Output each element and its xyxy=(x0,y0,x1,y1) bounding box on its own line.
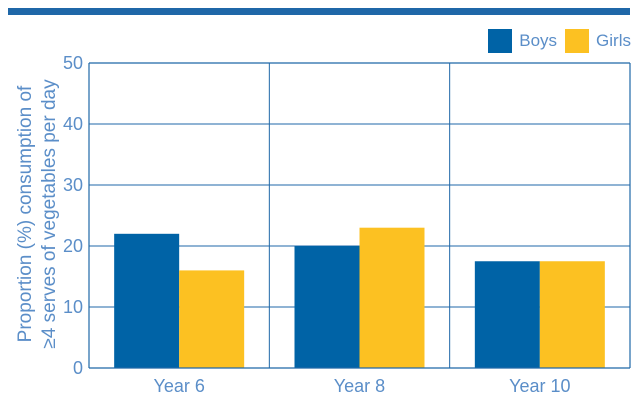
legend-item-girls: Girls xyxy=(565,29,631,53)
y-tick-labels: 0 10 20 30 40 50 xyxy=(63,53,83,378)
plot-frame xyxy=(88,62,631,369)
legend-item-boys: Boys xyxy=(488,29,557,53)
bars xyxy=(114,227,605,368)
x-tick-label: Year 8 xyxy=(334,376,385,396)
bar-boys-year-6 xyxy=(114,233,180,368)
y-tick-label: 0 xyxy=(73,358,83,378)
legend-label-girls: Girls xyxy=(596,31,631,50)
chart-legend: Boys Girls xyxy=(488,29,631,53)
y-axis-title-line-2: ≥4 serves of vegetables per day xyxy=(39,79,60,349)
legend-swatch-girls xyxy=(565,29,590,53)
legend-label-boys: Boys xyxy=(519,31,558,50)
legend-swatch-boys xyxy=(488,29,513,53)
bar-boys-year-10 xyxy=(474,261,540,368)
bar-boys-year-8 xyxy=(294,246,360,368)
x-tick-labels: Year 6 Year 8 Year 10 xyxy=(153,376,570,396)
y-tick-label: 30 xyxy=(63,175,83,195)
y-tick-label: 20 xyxy=(63,236,83,256)
y-axis-title-line-1: Proportion (%) consumption of xyxy=(15,85,36,342)
bar-girls-year-10 xyxy=(539,261,605,368)
x-tick-label: Year 10 xyxy=(509,376,570,396)
y-tick-label: 50 xyxy=(63,53,83,73)
y-tick-label: 10 xyxy=(63,297,83,317)
bar-girls-year-8 xyxy=(359,227,425,368)
x-tick-label: Year 6 xyxy=(153,376,204,396)
top-rule xyxy=(8,8,630,15)
y-tick-label: 40 xyxy=(63,114,83,134)
bar-girls-year-6 xyxy=(179,270,245,368)
